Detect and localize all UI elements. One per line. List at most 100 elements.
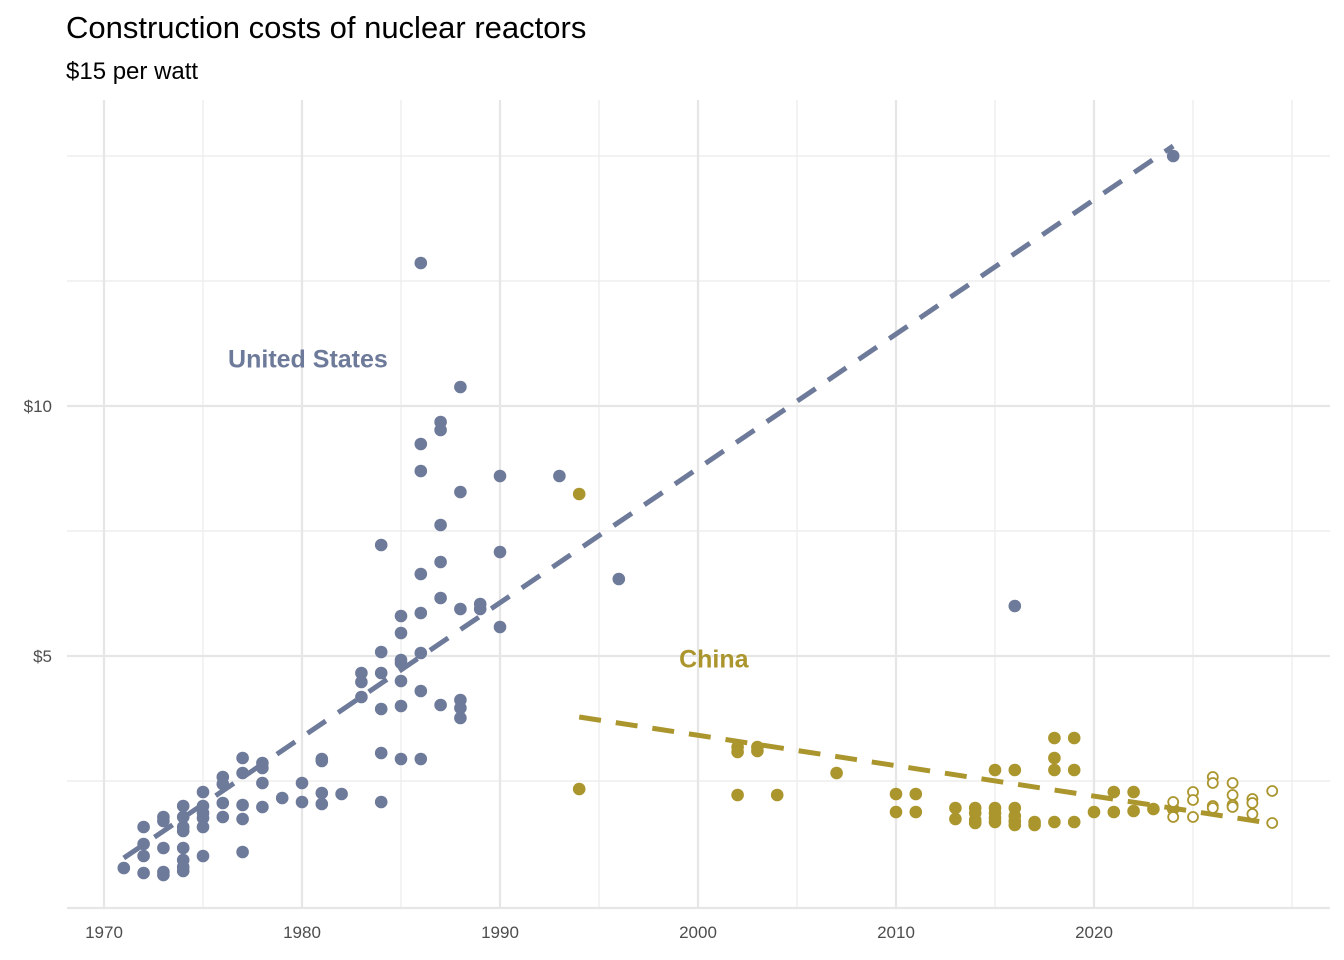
point-united-states (1008, 599, 1022, 613)
point-united-states (414, 567, 428, 581)
axis-labels: 1970 1980 1990 2000 2010 2020 $5 $10 (24, 397, 1113, 942)
point-united-states (394, 674, 408, 688)
point-united-states (454, 485, 467, 499)
point-united-states (176, 864, 190, 878)
x-tick-label: 1980 (283, 923, 321, 942)
point-united-states (137, 849, 150, 863)
point-china (1127, 804, 1140, 818)
annotations: United States China (228, 346, 750, 674)
point-china (949, 801, 962, 815)
point-china (949, 812, 962, 826)
annotation-label: China (679, 646, 750, 674)
point-united-states (374, 645, 388, 659)
trend-lines (122, 143, 1273, 861)
point-united-states (236, 751, 249, 765)
point-united-states (414, 437, 428, 451)
point-united-states (157, 814, 170, 828)
x-tick-label: 2020 (1075, 923, 1113, 942)
point-united-states (137, 866, 150, 880)
point-united-states (454, 380, 467, 394)
point-china (1067, 815, 1081, 829)
point-china (1107, 785, 1121, 799)
point-united-states (275, 791, 289, 805)
point-united-states (374, 538, 388, 552)
point-china-planned (1246, 808, 1259, 820)
point-china (1048, 751, 1061, 765)
point-united-states (157, 841, 170, 855)
point-china (988, 815, 1002, 829)
point-china (968, 816, 982, 830)
point-united-states (196, 785, 210, 799)
point-united-states (414, 464, 428, 478)
point-united-states (434, 423, 447, 437)
point-united-states (157, 868, 170, 882)
annotation-label: United States (228, 346, 388, 374)
point-china (1147, 802, 1160, 816)
point-united-states (414, 256, 428, 270)
x-tick-label: 1990 (481, 923, 519, 942)
point-united-states (236, 812, 249, 826)
point-united-states (176, 841, 190, 855)
point-china-planned (1167, 811, 1180, 823)
trend-line-china (578, 714, 1273, 826)
point-united-states (394, 626, 408, 640)
point-china-planned (1187, 811, 1199, 823)
data-points (117, 149, 1279, 882)
point-united-states (236, 845, 249, 859)
point-united-states (414, 646, 428, 660)
point-united-states (295, 795, 309, 809)
point-china-planned (1226, 801, 1239, 813)
point-united-states (414, 606, 428, 620)
point-china-planned (1266, 785, 1279, 797)
point-china-planned (1266, 817, 1279, 829)
point-united-states (216, 796, 230, 810)
point-united-states (553, 469, 566, 483)
point-china-planned (1206, 777, 1219, 789)
point-united-states (355, 666, 368, 680)
x-tick-label: 1970 (85, 923, 123, 942)
point-united-states (612, 572, 626, 586)
point-united-states (493, 469, 507, 483)
point-united-states (315, 786, 329, 800)
point-united-states (434, 591, 447, 605)
point-china (1008, 818, 1022, 832)
point-united-states (355, 690, 368, 704)
point-china (1008, 763, 1022, 777)
y-tick-label: $5 (33, 647, 52, 666)
point-china (1127, 785, 1140, 799)
x-tick-label: 2000 (679, 923, 717, 942)
point-china (1048, 815, 1061, 829)
point-united-states (374, 666, 388, 680)
point-united-states (434, 698, 447, 712)
point-united-states (176, 799, 190, 813)
point-united-states (117, 861, 131, 875)
point-united-states (374, 746, 388, 760)
point-china (909, 805, 923, 819)
point-united-states (414, 684, 428, 698)
point-united-states (236, 798, 249, 812)
point-china (1048, 763, 1061, 777)
point-china-planned (1226, 789, 1239, 801)
point-united-states (256, 800, 269, 814)
point-united-states (394, 656, 408, 670)
point-china-planned (1206, 802, 1219, 814)
point-china (1067, 763, 1081, 777)
point-united-states (355, 675, 368, 689)
point-china (731, 788, 744, 802)
point-china (1067, 731, 1081, 745)
point-united-states (196, 811, 210, 825)
point-united-states (335, 787, 348, 801)
point-united-states (454, 701, 467, 715)
point-united-states (256, 776, 269, 790)
point-china (1048, 731, 1061, 745)
point-china (909, 787, 923, 801)
point-united-states (315, 797, 329, 811)
point-united-states (454, 602, 467, 616)
point-united-states (176, 824, 190, 838)
point-united-states (493, 620, 507, 634)
point-united-states (295, 776, 309, 790)
point-china (889, 805, 903, 819)
point-united-states (394, 609, 408, 623)
point-united-states (256, 761, 269, 775)
chart-subtitle: $15 per watt (66, 58, 199, 85)
